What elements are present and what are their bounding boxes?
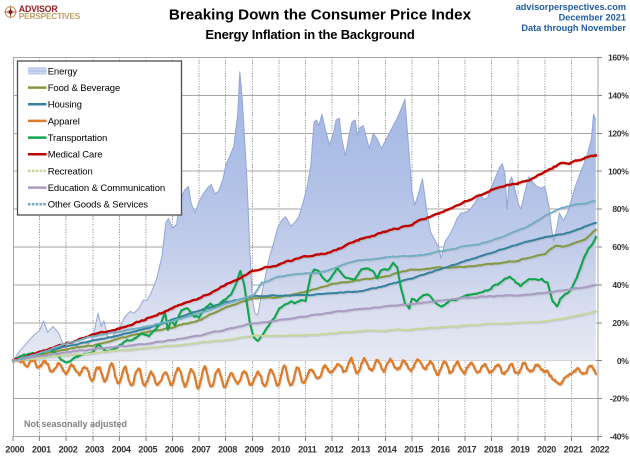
svg-text:2013: 2013	[351, 445, 370, 455]
svg-text:2005: 2005	[138, 445, 157, 455]
svg-text:advisorperspectives.com: advisorperspectives.com	[516, 2, 626, 12]
svg-text:-20%: -20%	[610, 394, 629, 404]
svg-text:Apparel: Apparel	[48, 116, 80, 127]
svg-text:Transportation: Transportation	[48, 133, 108, 144]
svg-text:Recreation: Recreation	[48, 166, 93, 177]
svg-text:Medical Care: Medical Care	[48, 150, 103, 161]
svg-text:20%: 20%	[612, 318, 629, 328]
svg-text:December 2021: December 2021	[559, 13, 626, 23]
svg-text:60%: 60%	[612, 242, 629, 252]
svg-text:2017: 2017	[457, 445, 476, 455]
svg-text:2011: 2011	[298, 445, 317, 455]
svg-text:Energy Inflation in the Backgr: Energy Inflation in the Background	[205, 27, 414, 42]
svg-text:2008: 2008	[218, 445, 237, 455]
svg-text:ADVISOR: ADVISOR	[19, 4, 59, 14]
svg-text:PERSPECTIVES: PERSPECTIVES	[19, 11, 81, 21]
svg-text:2001: 2001	[32, 445, 51, 455]
svg-text:Housing: Housing	[48, 100, 82, 111]
svg-text:40%: 40%	[612, 280, 629, 290]
svg-text:Food & Beverage: Food & Beverage	[48, 83, 120, 94]
svg-text:-40%: -40%	[610, 432, 629, 442]
svg-text:2002: 2002	[59, 445, 78, 455]
svg-text:2004: 2004	[112, 445, 131, 455]
svg-text:2016: 2016	[431, 445, 450, 455]
svg-text:2019: 2019	[511, 445, 530, 455]
svg-text:140%: 140%	[608, 91, 629, 101]
svg-text:80%: 80%	[612, 204, 629, 214]
svg-text:Not seasonally adjusted: Not seasonally adjusted	[24, 419, 127, 429]
svg-text:Other Goods & Services: Other Goods & Services	[48, 200, 149, 211]
svg-text:2006: 2006	[165, 445, 184, 455]
svg-text:120%: 120%	[608, 128, 629, 138]
svg-text:100%: 100%	[608, 166, 629, 176]
svg-text:160%: 160%	[608, 53, 629, 63]
svg-text:2012: 2012	[324, 445, 343, 455]
svg-text:2014: 2014	[378, 445, 397, 455]
svg-text:2010: 2010	[271, 445, 290, 455]
svg-text:2018: 2018	[484, 445, 503, 455]
svg-text:2021: 2021	[564, 445, 583, 455]
svg-text:Energy: Energy	[48, 66, 78, 77]
svg-text:2015: 2015	[404, 445, 423, 455]
svg-text:0%: 0%	[617, 356, 629, 366]
svg-text:Data through November: Data through November	[521, 23, 626, 33]
svg-text:2007: 2007	[191, 445, 210, 455]
svg-text:2009: 2009	[245, 445, 264, 455]
svg-text:Education & Communication: Education & Communication	[48, 183, 165, 194]
svg-text:2022: 2022	[590, 445, 609, 455]
svg-text:2020: 2020	[537, 445, 556, 455]
svg-text:Breaking Down the Consumer Pri: Breaking Down the Consumer Price Index	[169, 7, 472, 24]
svg-text:2000: 2000	[5, 445, 24, 455]
svg-text:2003: 2003	[85, 445, 104, 455]
